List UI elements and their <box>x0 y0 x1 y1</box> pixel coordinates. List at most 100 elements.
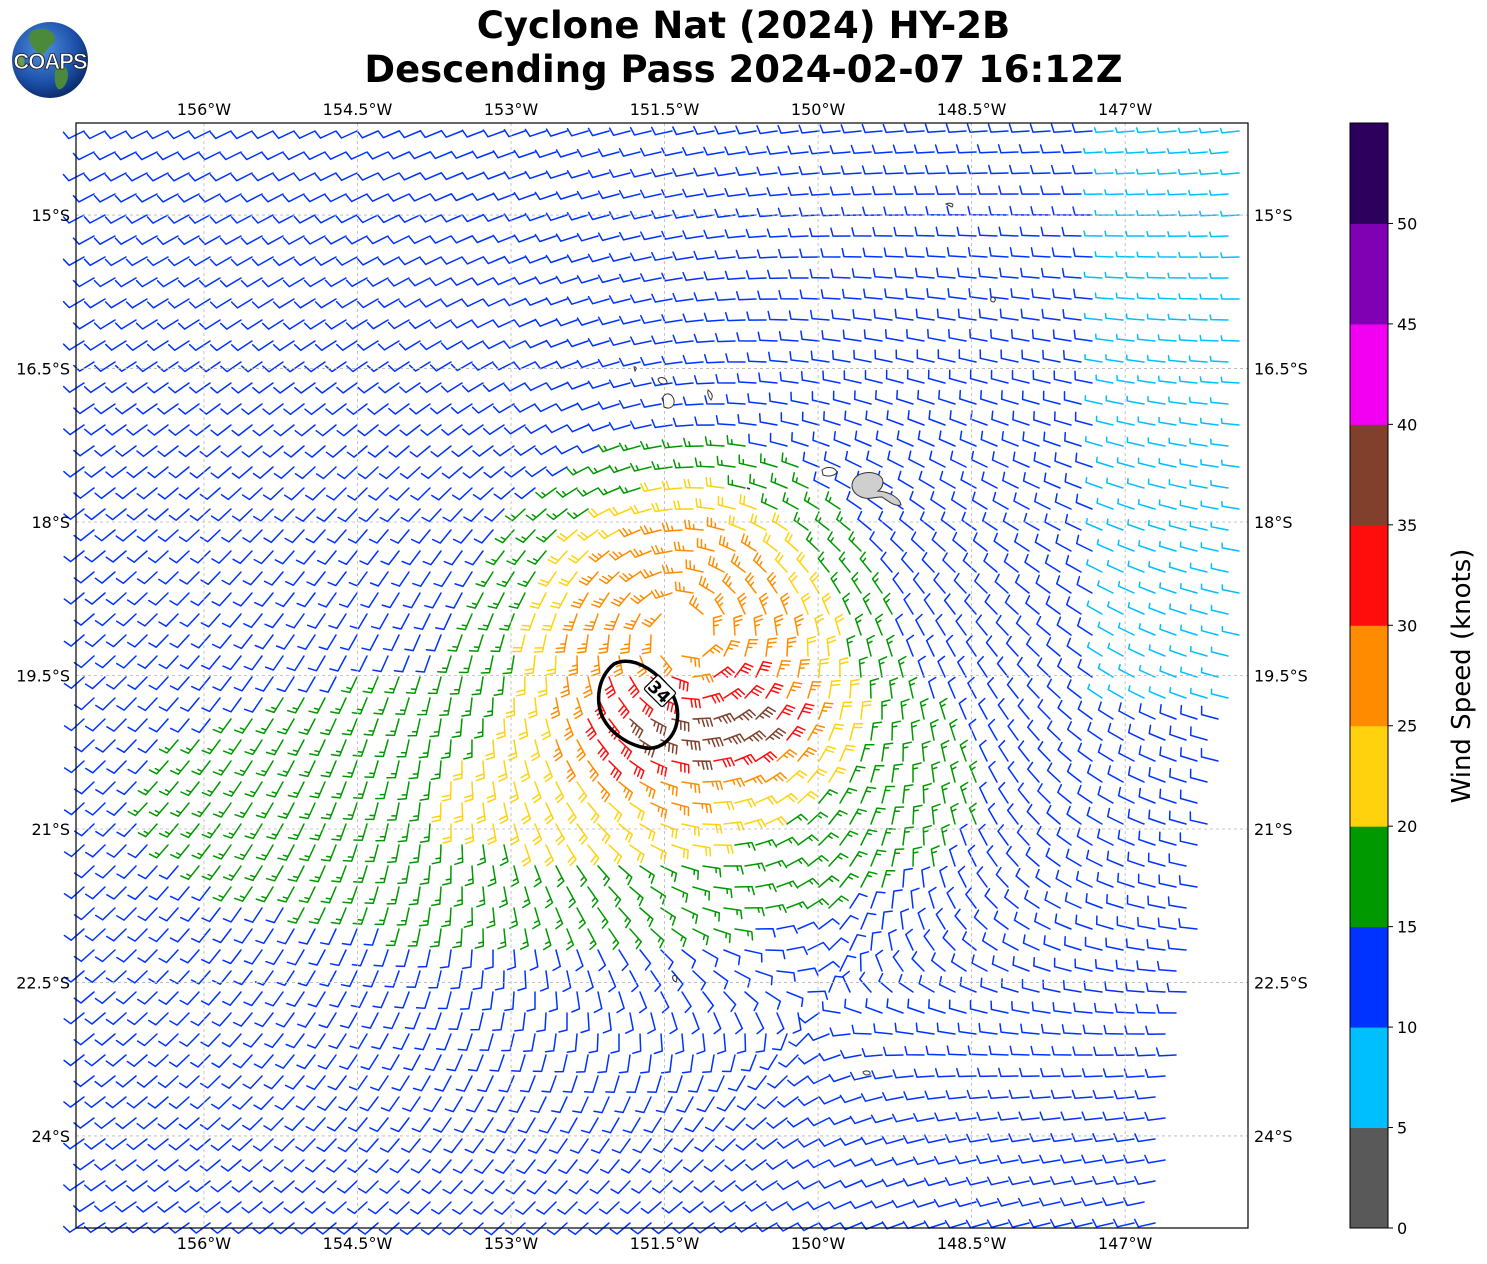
wind-barb <box>220 1117 242 1131</box>
wind-barb <box>947 676 956 699</box>
lon-tick-label-bottom: 148.5°W <box>937 1234 1007 1253</box>
wind-barb <box>1169 645 1187 657</box>
wind-barb <box>158 739 179 754</box>
wind-barb <box>1083 271 1103 279</box>
wind-barb <box>148 970 169 984</box>
wind-barb <box>1138 745 1156 762</box>
wind-barb <box>724 311 746 322</box>
wind-barb <box>1025 595 1040 615</box>
wind-barb <box>807 768 828 783</box>
wind-barb <box>796 551 809 573</box>
wind-barb <box>1200 500 1219 510</box>
wind-barb <box>927 369 946 384</box>
wind-barb <box>1083 230 1103 237</box>
wind-barb <box>1051 1045 1072 1056</box>
wind-barb <box>724 270 746 281</box>
wind-barb <box>765 991 782 1010</box>
wind-barb <box>928 410 946 426</box>
wind-barb <box>415 991 431 1009</box>
wind-barb <box>1117 872 1135 888</box>
wind-barb <box>851 571 862 594</box>
wind-barb <box>94 613 116 627</box>
wind-barb <box>861 123 883 134</box>
wind-barb <box>618 739 633 760</box>
wind-barb <box>276 718 295 735</box>
wind-barb <box>315 1180 337 1194</box>
wind-barb <box>212 886 232 902</box>
wind-barb <box>473 529 494 544</box>
wind-barb <box>917 389 935 405</box>
wind-barb <box>593 1096 610 1114</box>
wind-barb <box>536 529 557 543</box>
wind-barb <box>419 382 442 394</box>
wind-barb <box>651 1180 673 1194</box>
wind-barb <box>1034 533 1051 552</box>
wind-barb <box>399 466 421 480</box>
wind-barb <box>681 907 699 925</box>
wind-barb <box>587 844 600 866</box>
wind-barb <box>464 865 474 887</box>
wind-barb <box>180 823 200 839</box>
wind-barb <box>461 129 484 138</box>
wind-barb <box>597 316 620 326</box>
wind-barb <box>314 130 337 139</box>
wind-barb <box>693 375 715 385</box>
wind-barb <box>745 1159 767 1171</box>
wind-barb <box>1209 272 1229 279</box>
wind-barb <box>923 1134 946 1144</box>
wind-barb <box>253 508 274 522</box>
wind-barb <box>189 1096 211 1110</box>
wind-barb <box>681 991 692 1014</box>
wind-barb <box>576 907 586 930</box>
wind-barb <box>306 613 326 629</box>
wind-barb <box>661 480 683 491</box>
wind-barb <box>1113 1175 1135 1185</box>
wind-barb <box>786 1117 809 1128</box>
wind-barb <box>755 751 778 763</box>
wind-barb <box>336 466 358 480</box>
wind-barb <box>902 784 914 804</box>
wind-barb <box>576 232 599 242</box>
wind-barb <box>1071 1089 1093 1100</box>
wind-barb <box>299 844 316 862</box>
wind-barb <box>798 124 820 134</box>
wind-barb <box>515 676 526 697</box>
wind-barb <box>566 212 589 221</box>
wind-barb <box>498 1075 515 1093</box>
wind-barb <box>1146 230 1166 237</box>
wind-barb <box>966 1089 988 1100</box>
wind-barb <box>611 1138 631 1154</box>
wind-barb <box>167 256 190 267</box>
wind-barb <box>147 1054 169 1068</box>
wind-barb <box>456 613 473 631</box>
wind-barb <box>641 1159 662 1174</box>
wind-barb <box>959 781 969 804</box>
lon-tick-label-top: 150°W <box>791 100 846 119</box>
wind-barb <box>860 1093 883 1102</box>
wind-barb <box>745 228 767 239</box>
wind-barb <box>911 951 925 972</box>
wind-barb <box>1071 123 1093 133</box>
wind-barb <box>849 933 867 951</box>
wind-barb <box>521 802 532 825</box>
wind-barb <box>755 839 778 848</box>
wind-barb <box>682 230 704 240</box>
wind-barb <box>389 487 410 501</box>
wind-barb <box>769 432 788 447</box>
wind-barb <box>303 277 326 288</box>
wind-barb <box>94 445 116 457</box>
wind-barb <box>746 311 767 321</box>
wind-barb <box>72 319 95 330</box>
wind-barb <box>1041 308 1061 321</box>
wind-barb <box>471 235 494 244</box>
wind-barb <box>389 529 410 544</box>
wind-barb <box>745 187 767 197</box>
wind-barb <box>1158 416 1177 426</box>
wind-barb <box>525 466 547 478</box>
wind-barb <box>319 928 337 946</box>
wind-barb <box>1104 312 1124 321</box>
wind-barb <box>903 164 925 175</box>
colorbar-tick-label: 50 <box>1397 214 1417 233</box>
wind-barb <box>200 991 221 1006</box>
wind-barb <box>1063 390 1082 405</box>
